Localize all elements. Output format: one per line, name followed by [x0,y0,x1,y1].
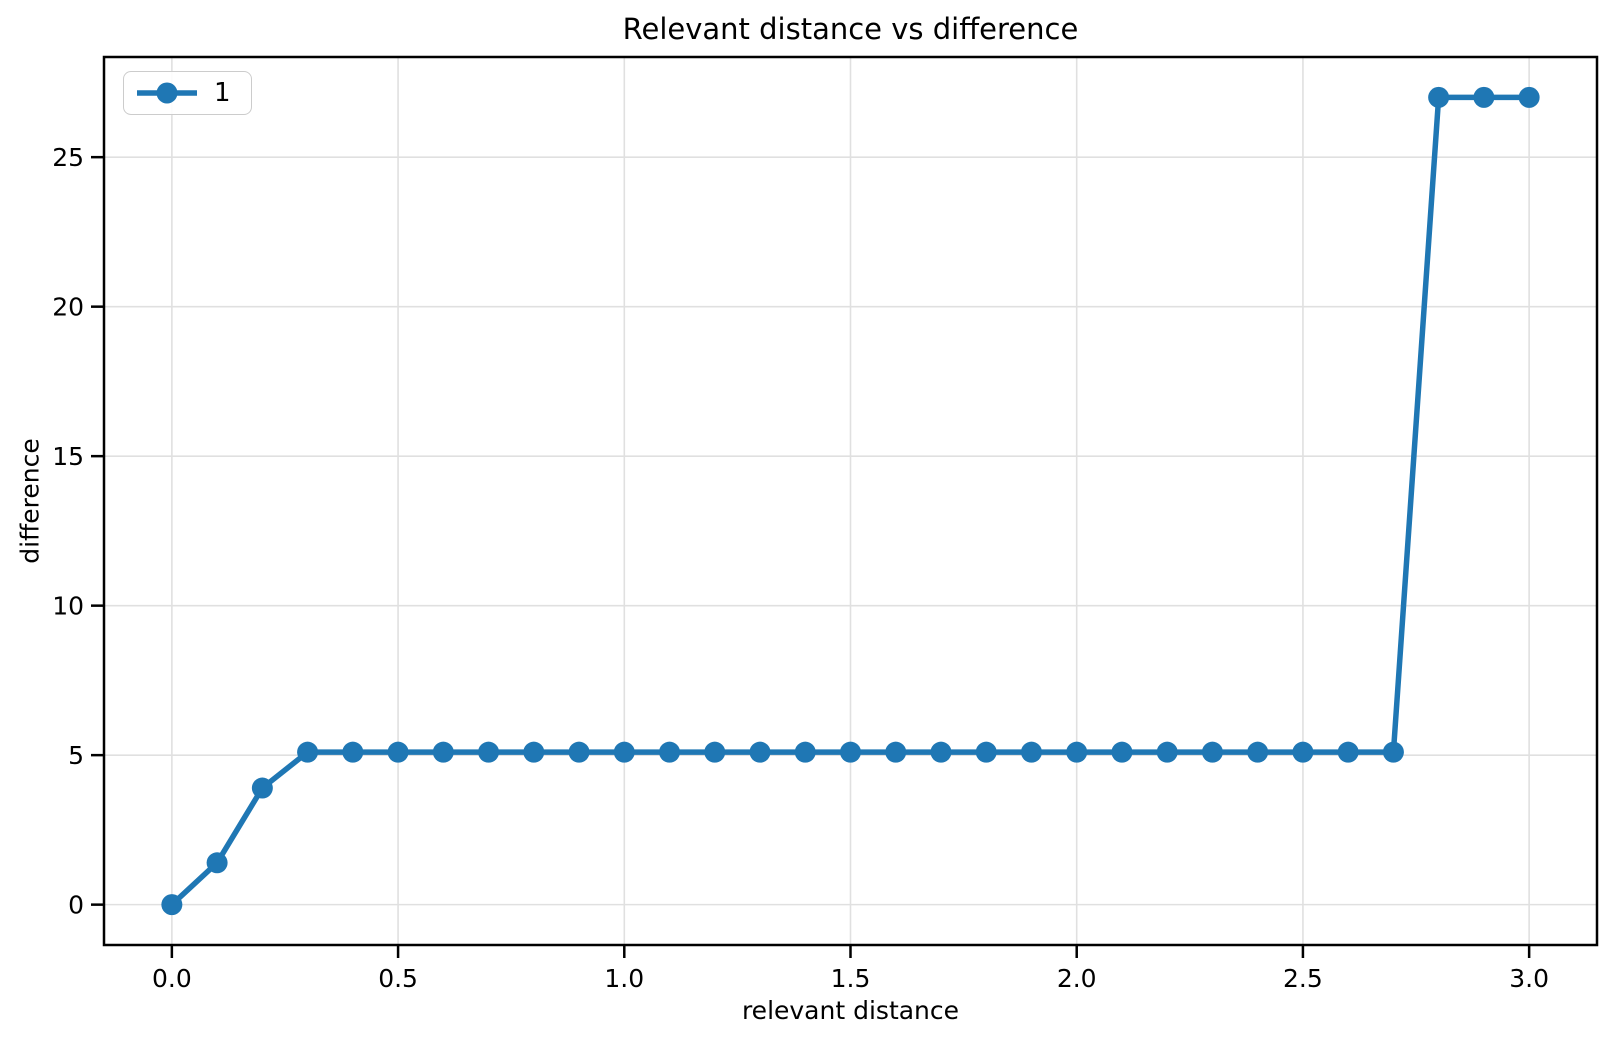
data-point [568,741,590,763]
data-point [613,741,635,763]
legend-line-sample [137,82,197,104]
legend: 1 [123,71,252,115]
data-point [1473,86,1495,108]
data-point [387,741,409,763]
data-point [794,741,816,763]
legend-entry-label: 1 [214,78,231,108]
y-axis-label: difference [15,438,45,564]
data-point [1337,741,1359,763]
x-tick-label: 0.5 [378,964,418,993]
data-point [930,741,952,763]
data-point [975,741,997,763]
y-tick-label: 10 [52,592,84,621]
chart-title: Relevant distance vs difference [622,12,1079,46]
x-tick-label: 0.0 [152,964,192,993]
data-point [1156,741,1178,763]
data-point [1382,741,1404,763]
x-axis-label: relevant distance [741,996,960,1025]
x-tick-label: 2.5 [1283,964,1323,993]
y-tick-label: 0 [68,891,84,920]
data-point [1066,741,1088,763]
data-point [704,741,726,763]
y-tick-label: 15 [52,442,84,471]
y-tick-label: 25 [52,143,84,172]
data-point [251,777,273,799]
data-point [1518,86,1540,108]
x-tick-label: 1.5 [831,964,871,993]
y-tick-label: 5 [68,741,84,770]
data-point [1428,86,1450,108]
y-tick-label: 20 [52,293,84,322]
x-tick-label: 2.0 [1057,964,1097,993]
data-point [342,741,364,763]
x-tick-label: 1.0 [604,964,644,993]
plot-border [102,55,1599,947]
data-point [161,894,183,916]
data-point [1201,741,1223,763]
data-point [1247,741,1269,763]
data-point [659,741,681,763]
data-point [840,741,861,763]
data-point [1020,741,1042,763]
data-point [1111,741,1133,763]
data-point [478,741,500,763]
data-point [1292,741,1314,763]
data-point [432,741,454,763]
data-point [297,741,319,763]
data-point [885,741,907,763]
x-tick-label: 3.0 [1509,964,1549,993]
data-point [523,741,545,763]
data-point [206,852,228,874]
data-point [749,741,771,763]
legend-marker-icon [156,82,178,104]
